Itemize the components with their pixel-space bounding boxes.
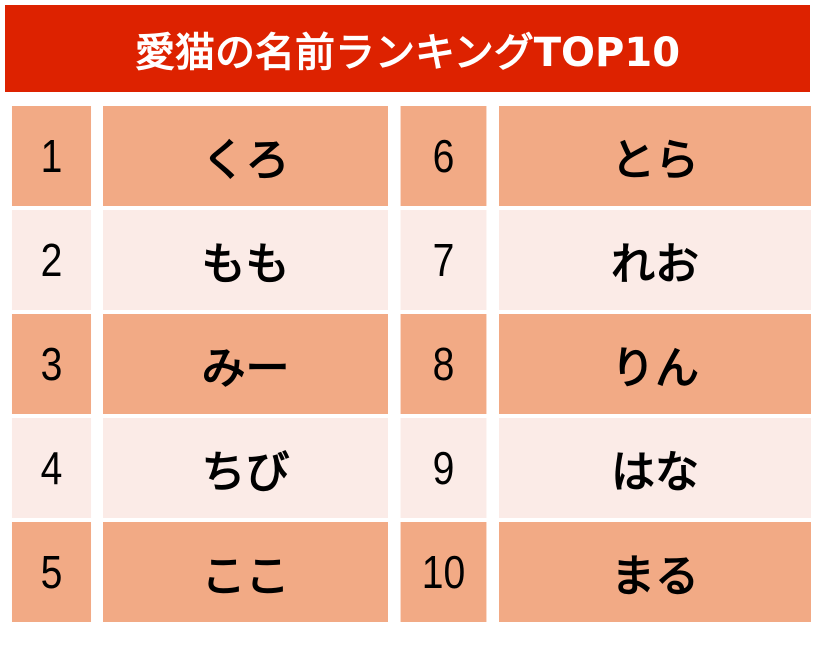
rank-cell: 7: [400, 210, 487, 310]
name-cell: ここ: [103, 522, 388, 622]
name-cell: はな: [499, 418, 811, 518]
name-cell: くろ: [103, 106, 388, 206]
rank-cell: 3: [11, 314, 92, 414]
rank-cell: 2: [11, 210, 92, 310]
page-title: 愛猫の名前ランキングTOP10: [5, 5, 810, 92]
rank-cell: 9: [400, 418, 487, 518]
rank-cell: 1: [11, 106, 92, 206]
rank-cell: 5: [11, 522, 92, 622]
name-cell: みー: [103, 314, 388, 414]
ranking-table: 1 くろ 6 とら 2 もも 7 れお 3 みー 8 りん 4 ちび 9 はな …: [5, 106, 811, 622]
name-cell: れお: [499, 210, 811, 310]
rank-cell: 10: [400, 522, 487, 622]
name-cell: もも: [103, 210, 388, 310]
name-cell: ちび: [103, 418, 388, 518]
rank-cell: 8: [400, 314, 487, 414]
name-cell: とら: [499, 106, 811, 206]
name-cell: りん: [499, 314, 811, 414]
rank-cell: 4: [11, 418, 92, 518]
rank-cell: 6: [400, 106, 487, 206]
name-cell: まる: [499, 522, 811, 622]
